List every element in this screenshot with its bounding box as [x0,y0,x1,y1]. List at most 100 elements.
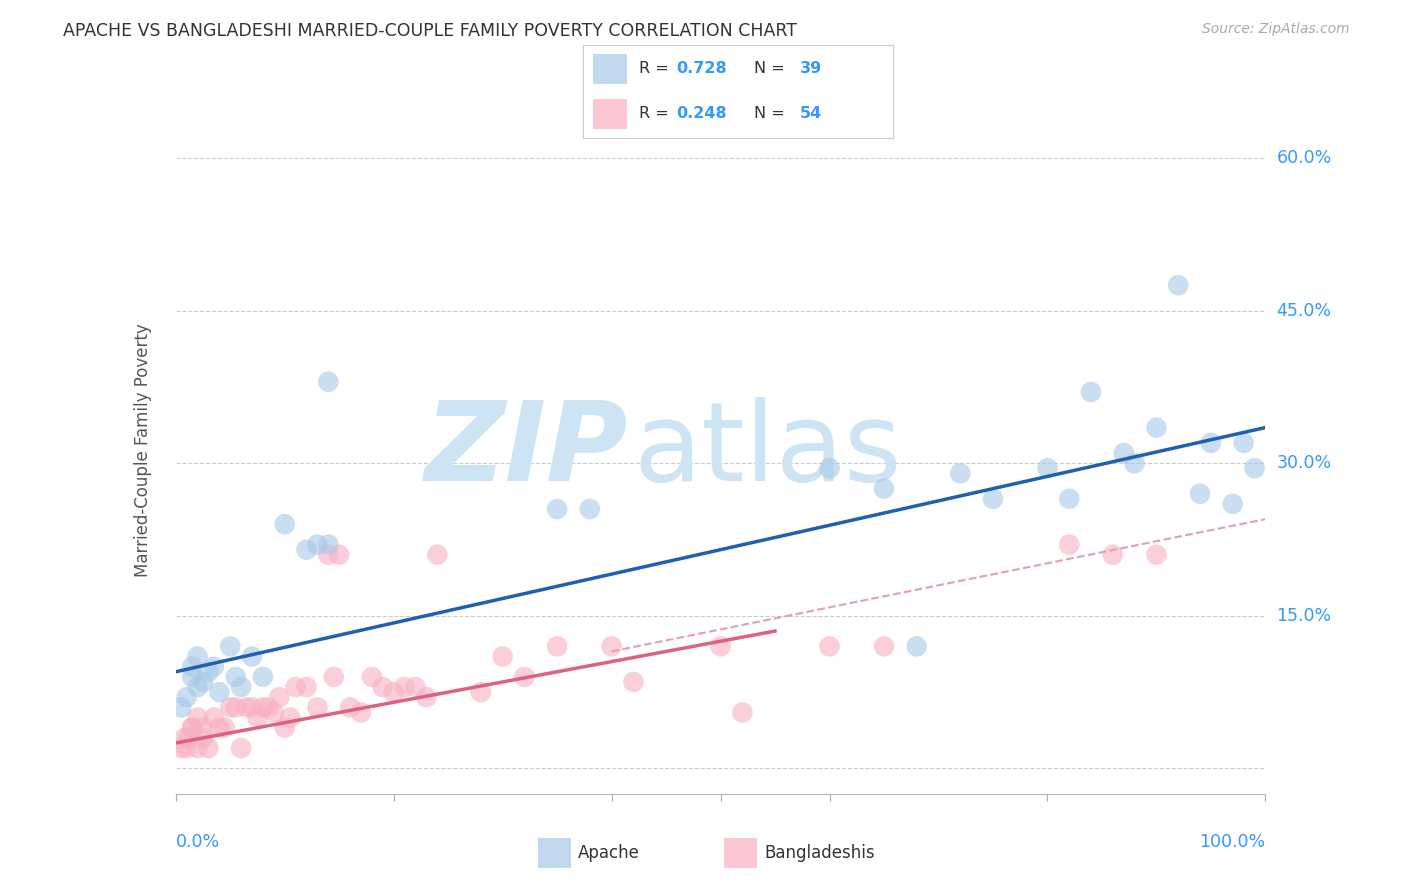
Point [405,680,427,694]
Point [1036,461,1059,475]
Point [710,640,733,654]
Point [322,670,344,684]
Point [240,700,263,714]
Point [173,731,195,745]
Point [186,741,209,756]
Text: ZIP: ZIP [425,397,628,504]
Point [546,640,568,654]
Text: 0.0%: 0.0% [176,833,219,851]
Point [202,659,225,673]
Text: N =: N = [754,106,790,121]
Point [269,690,291,705]
Point [240,649,263,664]
Point [181,670,204,684]
Point [513,670,536,684]
Text: APACHE VS BANGLADESHI MARRIED-COUPLE FAMILY POVERTY CORRELATION CHART: APACHE VS BANGLADESHI MARRIED-COUPLE FAM… [63,22,797,40]
Point [350,706,373,720]
Point [246,710,269,724]
Point [191,731,214,745]
Point [225,700,247,714]
Point [295,680,318,694]
Point [1112,446,1135,460]
Point [873,482,896,496]
Point [263,706,285,720]
Point [1057,491,1080,506]
Point [176,741,198,756]
Text: 100.0%: 100.0% [1199,833,1265,851]
Point [176,690,198,705]
Text: R =: R = [640,62,673,77]
Point [318,375,340,389]
Point [177,731,200,745]
Point [197,741,219,756]
Text: 0.728: 0.728 [676,62,727,77]
Bar [593,99,627,129]
Point [318,548,340,562]
Point [1080,384,1102,399]
Point [235,700,257,714]
Point [181,721,204,735]
Point [949,467,972,481]
Bar [538,838,571,868]
Point [1232,435,1256,450]
Point [328,548,350,562]
Point [1057,538,1080,552]
Point [1243,461,1265,475]
Text: 0.248: 0.248 [676,106,727,121]
Point [415,690,437,705]
Point [252,700,274,714]
Point [394,680,416,694]
Point [905,640,928,654]
Point [191,675,214,690]
Point [818,461,841,475]
Point [257,700,280,714]
Text: 30.0%: 30.0% [1277,454,1331,472]
Point [371,680,394,694]
Point [181,721,204,735]
Point [274,721,297,735]
Point [546,502,568,516]
Text: 54: 54 [800,106,823,121]
Point [1222,497,1244,511]
Text: Source: ZipAtlas.com: Source: ZipAtlas.com [1202,22,1350,37]
Text: 60.0%: 60.0% [1277,149,1331,167]
Point [202,710,225,724]
Point [318,538,340,552]
Point [426,548,449,562]
Y-axis label: Married-Couple Family Poverty: Married-Couple Family Poverty [134,324,152,577]
Point [579,502,602,516]
Point [208,685,231,699]
Point [1167,278,1189,293]
Point [181,659,204,673]
Text: N =: N = [754,62,790,77]
Point [191,721,214,735]
Point [600,640,623,654]
Point [225,670,247,684]
Point [214,721,236,735]
Point [284,680,307,694]
Point [231,741,253,756]
Point [621,675,644,690]
Point [186,649,209,664]
Point [382,685,405,699]
Point [1144,548,1167,562]
Point [492,649,515,664]
Point [981,491,1004,506]
Point [295,542,318,557]
Point [274,517,297,532]
Text: R =: R = [640,106,673,121]
Point [278,710,301,724]
Point [231,680,253,694]
Point [186,710,209,724]
Text: Apache: Apache [578,844,640,862]
Point [170,700,193,714]
Point [186,680,209,694]
Text: 39: 39 [800,62,823,77]
Point [197,665,219,679]
Text: atlas: atlas [633,397,901,504]
Point [208,721,231,735]
Bar [724,838,758,868]
Bar [593,54,627,84]
Text: 15.0%: 15.0% [1277,607,1331,624]
Point [1144,420,1167,434]
